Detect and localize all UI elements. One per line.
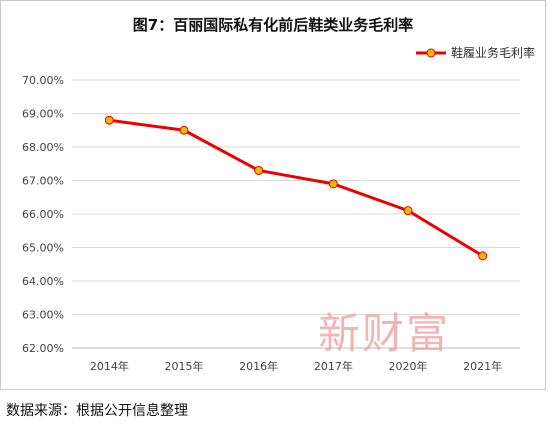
x-tick-label: 2014年	[90, 359, 129, 373]
x-tick-label: 2016年	[239, 359, 278, 373]
y-tick-label: 69.00%	[22, 108, 64, 121]
y-tick-label: 64.00%	[22, 275, 64, 288]
y-tick-label: 62.00%	[22, 342, 64, 355]
chart-title: 图7：百丽国际私有化前后鞋类业务毛利率	[132, 16, 414, 34]
y-tick-label: 67.00%	[22, 175, 64, 188]
watermark: 新财富	[318, 309, 451, 358]
y-tick-label: 68.00%	[22, 141, 64, 154]
data-point	[328, 179, 338, 189]
y-tick-label: 70.00%	[22, 74, 64, 87]
y-tick-label: 63.00%	[22, 309, 64, 322]
y-tick-label: 66.00%	[22, 208, 64, 221]
x-tick-label: 2020年	[389, 359, 428, 373]
series-line	[109, 118, 484, 258]
data-point	[254, 165, 264, 175]
plot-area: 62.00% 63.00% 64.00% 65.00% 66.00% 67.00% 68.0…	[22, 74, 520, 373]
data-point	[104, 115, 114, 125]
chart-frame	[0, 0, 546, 390]
x-tick-label: 2017年	[314, 359, 353, 373]
source-note: 数据来源：根据公开信息整理	[6, 403, 188, 419]
legend-label: 鞋履业务毛利率	[451, 46, 536, 60]
data-point	[478, 251, 488, 261]
x-tick-label: 2015年	[165, 359, 204, 373]
x-tick-label: 2021年	[463, 359, 502, 373]
data-point	[179, 125, 189, 135]
data-point	[403, 206, 413, 216]
legend: 鞋履业务毛利率	[416, 44, 535, 61]
y-tick-label: 65.00%	[22, 242, 64, 255]
legend-swatch	[416, 48, 446, 57]
